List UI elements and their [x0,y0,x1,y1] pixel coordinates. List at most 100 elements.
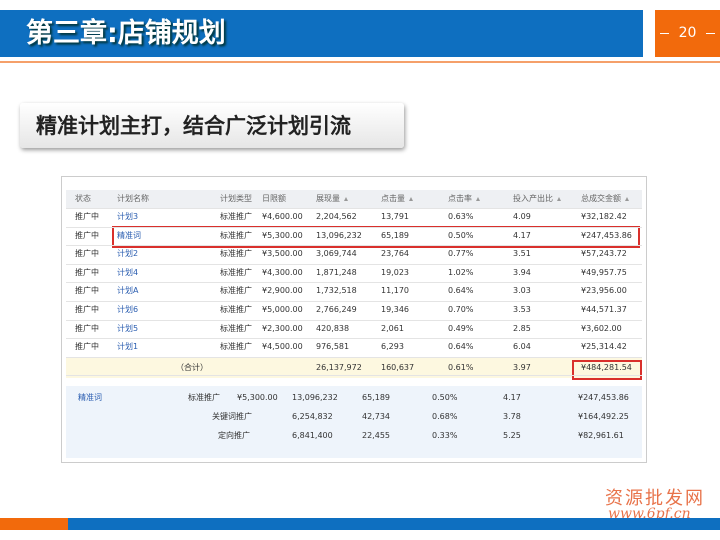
table-cell: 3.94 [513,267,531,277]
table-cell: 标准推广 [220,305,252,314]
table-cell: 投入产出比 [513,190,561,208]
table-cell: 计划名称 [117,194,149,203]
table-cell: 6,841,400 [292,431,333,440]
table-cell: ¥484,281.54 [581,363,632,372]
table-cell: 点击率 [448,190,480,208]
table-cell: 5.25 [503,431,521,440]
table-cell: （合计） [176,363,208,372]
table-cell: ¥4,300.00 [262,267,303,277]
table-cell: 标准推广 [220,249,252,259]
table-cell: 6.04 [513,342,531,352]
table-cell: 3.78 [503,412,521,421]
table-cell: 总成交金额 [581,190,629,208]
table-cell: 13,791 [381,212,409,221]
table-cell: ¥164,492.25 [578,412,629,421]
table-cell: ¥4,500.00 [262,342,303,352]
table-cell: 计划2 [117,249,139,259]
table-cell: 0.49% [448,323,474,333]
table-cell: 976,581 [316,342,350,352]
table-cell: 计划5 [117,323,139,333]
page-number: 20 [678,25,697,41]
table-cell: 计划6 [117,305,139,314]
row-rule [66,263,642,265]
table-cell: 3.53 [513,305,531,314]
table-cell: 11,170 [381,286,409,296]
table-cell: 标准推广 [220,323,252,333]
table-cell: 精准词 [78,393,102,402]
table-cell: ¥247,453.86 [578,393,629,402]
table-cell: ¥2,900.00 [262,286,303,296]
table-cell: 3.97 [513,363,531,372]
table-cell: 0.50% [432,393,458,402]
table-header-bg [66,190,642,208]
footer-bar [0,518,720,530]
table-cell: 标准推广 [188,393,220,402]
table-cell: 关键词推广 [212,412,252,421]
table-cell: ¥5,300.00 [262,230,303,240]
table-cell: 计划类型 [220,194,252,203]
table-cell: 6,254,832 [292,412,333,421]
table-cell: 推广中 [75,342,99,352]
table-cell: 标准推广 [220,286,252,296]
table-cell: 1.02% [448,267,474,277]
table-cell: 3.51 [513,249,531,259]
row-rule [66,319,642,321]
table-cell: 0.61% [448,363,474,372]
table-cell: 展现量 [316,190,348,208]
header-bar [0,10,643,57]
table-cell: ¥25,314.42 [581,342,627,352]
table-cell: 0.70% [448,305,474,314]
highlight-total [572,360,642,380]
table-cell: 定向推广 [218,431,250,440]
subtitle-box [20,103,404,148]
table-cell: ¥32,182.42 [581,212,627,221]
table-cell: 26,137,972 [316,363,362,372]
table-cell: ¥3,602.00 [581,323,622,333]
table-cell: 0.33% [432,431,458,440]
table-cell: 1,871,248 [316,267,357,277]
row-rule [66,301,642,302]
table-cell: 0.64% [448,286,474,296]
table-cell: 推广中 [75,249,99,259]
table-cell: ¥5,000.00 [262,305,303,314]
table-cell: 42,734 [362,412,390,421]
header-title: 第三章:店铺规划 [26,18,226,49]
table-cell: 推广中 [75,323,99,333]
table-cell: 计划3 [117,212,139,221]
table-cell: 推广中 [75,230,99,240]
table-cell: 1,732,518 [316,286,357,296]
table-cell: 计划4 [117,267,139,277]
row-rule [66,356,642,358]
table-cell: ¥5,300.00 [237,393,278,402]
table-cell: ¥82,961.61 [578,431,624,440]
table-cell: 3,069,744 [316,249,357,259]
table-cell: 160,637 [381,363,415,372]
table-cell: 精准词 [117,230,141,240]
table-cell: 23,764 [381,249,409,259]
table-cell: 2.85 [513,323,531,333]
table-cell: 标准推广 [220,267,252,277]
footer-accent [0,518,68,530]
row-rule [66,226,642,228]
table-cell: 0.77% [448,249,474,259]
table-cell: 65,189 [381,230,409,240]
table-cell: 日限额 [262,194,286,203]
table-cell: 标准推广 [220,230,252,240]
table-cell: ¥2,300.00 [262,323,303,333]
table-cell: 4.17 [503,393,521,402]
row-rule [66,338,642,340]
table-cell: 3.03 [513,286,531,296]
table-cell: 标准推广 [220,342,252,352]
detail-bg [66,386,642,458]
table-cell: 状态 [75,194,91,203]
table-cell: ¥44,571.37 [581,305,627,314]
table-cell: ¥57,243.72 [581,249,627,259]
table-cell: 推广中 [75,286,99,296]
table-cell: 6,293 [381,342,404,352]
table-cell: 推广中 [75,212,99,221]
table-cell: 点击量 [381,190,413,208]
table-cell: 4.09 [513,212,531,221]
table-cell: 计划A [117,286,139,296]
table-cell: 22,455 [362,431,390,440]
